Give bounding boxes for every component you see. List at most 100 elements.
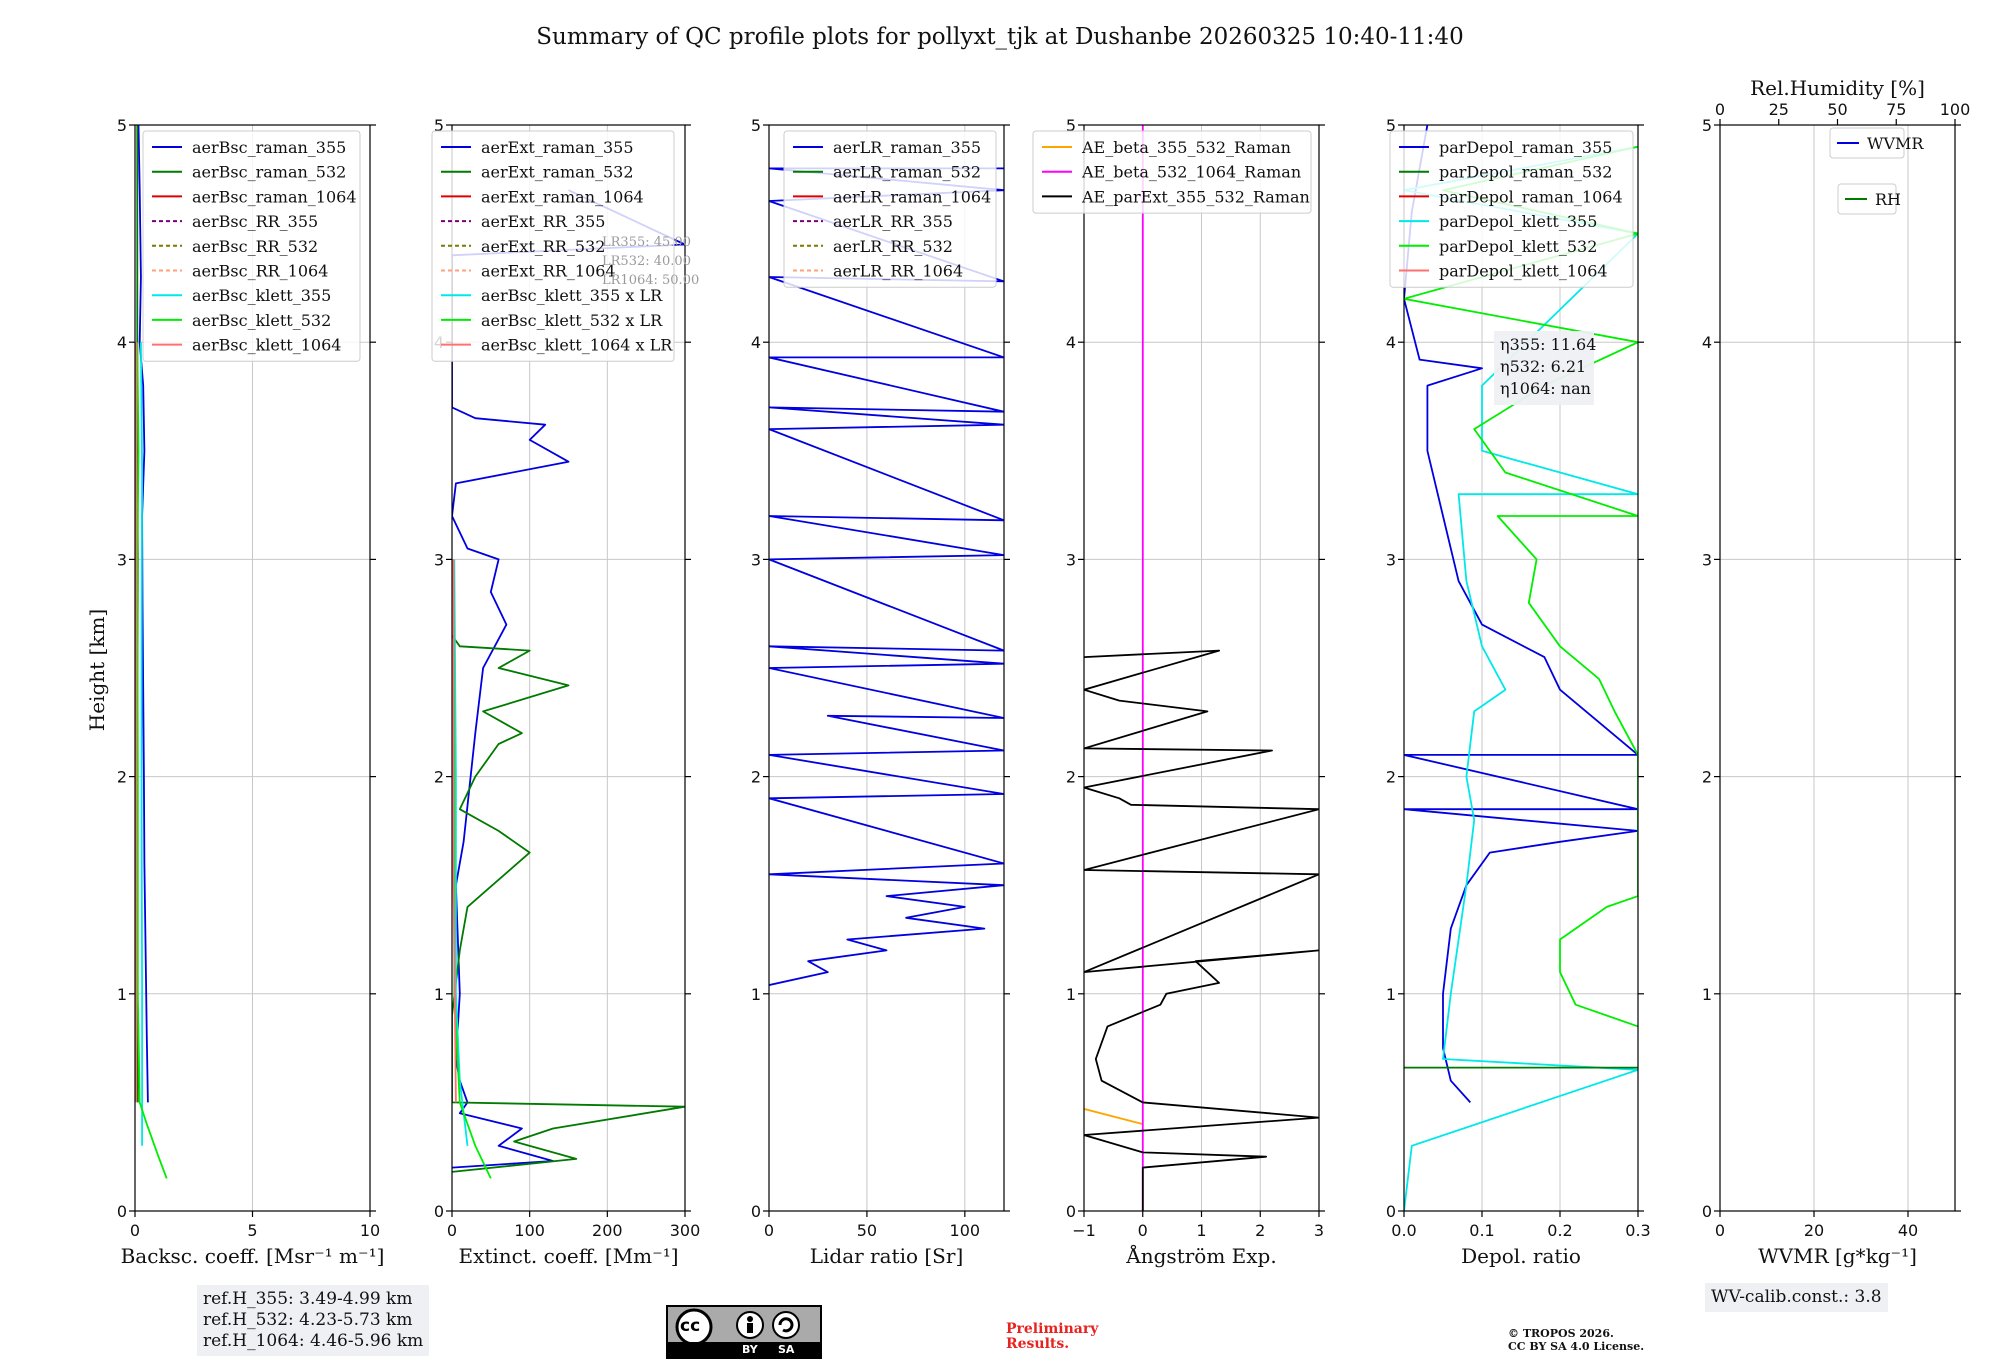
panel-backscatter: 0 5 10 0 1 2 3 4 5 Backsc. coeff. [Msr⁻¹ m⁻¹] aerB… <box>117 116 385 1268</box>
legend: aerExt_raman_355 aerExt_raman_532 aerExt_r… <box>431 130 675 362</box>
cc-by-text: BY <box>742 1343 758 1356</box>
legend-label: aerExt_raman_532 <box>481 163 634 182</box>
x-axis-label: Depol. ratio <box>1461 1244 1581 1268</box>
y-tick-label: 4 <box>1386 333 1396 352</box>
legend-label: aerExt_raman_355 <box>481 138 634 157</box>
y-tick-label: 5 <box>1702 116 1712 135</box>
series-parDepol_klett_355 <box>1404 145 1638 1211</box>
legend-label: aerExt_RR_355 <box>481 212 605 231</box>
series-AE_beta_355_532_Raman <box>1084 1108 1144 1125</box>
preliminary-label: Preliminary Results. <box>1006 1322 1098 1352</box>
x-axis-label: Extinct. coeff. [Mm⁻¹] <box>458 1244 678 1268</box>
series-group <box>452 189 685 1179</box>
legend-label: parDepol_raman_355 <box>1439 138 1612 157</box>
x-tick-label: 40 <box>1898 1221 1918 1240</box>
top-x-tick-label: 100 <box>1940 100 1971 119</box>
x-tick-label: 5 <box>247 1221 257 1240</box>
top-x-tick-label: 25 <box>1769 100 1789 119</box>
legend-label: aerBsc_klett_532 <box>192 311 331 330</box>
cc-license-badge: cc BY SA <box>666 1305 822 1359</box>
legend-label: aerBsc_RR_355 <box>192 212 318 231</box>
legend-label: aerBsc_klett_355 x LR <box>481 286 663 305</box>
series-AE_parExt_355_532_Raman <box>1084 649 1319 1211</box>
y-tick-label: 0 <box>751 1202 761 1221</box>
y-tick-label: 5 <box>1066 116 1076 135</box>
series-aerBsc_klett_532 <box>136 342 168 1179</box>
eta-annotation: η355: 11.64 <box>1500 335 1596 354</box>
y-tick-label: 4 <box>751 333 761 352</box>
y-tick-label: 0 <box>1386 1202 1396 1221</box>
x-tick-label: −1 <box>1072 1221 1096 1240</box>
legend-label: aerLR_raman_355 <box>833 138 981 157</box>
plot-frame <box>1403 124 1639 1212</box>
series-aerBsc_klett_355 <box>140 342 144 1146</box>
y-tick-label: 5 <box>751 116 761 135</box>
legend: parDepol_raman_355 parDepol_raman_532 parD… <box>1389 130 1634 288</box>
legend-label: aerBsc_klett_532 x LR <box>481 311 663 330</box>
legend-label: aerBsc_raman_532 <box>192 163 346 182</box>
legend-label: aerBsc_raman_355 <box>192 138 346 157</box>
figure-title: Summary of QC profile plots for pollyxt_… <box>536 24 1463 50</box>
legend-label: aerBsc_raman_1064 <box>192 187 357 206</box>
series-group <box>1084 125 1319 1211</box>
x-tick-label: 100 <box>950 1221 981 1240</box>
legend-box <box>142 130 361 362</box>
plot-frame <box>1719 124 1956 1212</box>
eta-annotation: η532: 6.21 <box>1500 357 1586 376</box>
legend-label: aerLR_raman_532 <box>833 163 981 182</box>
series-aerLR_raman_355 <box>769 167 1004 986</box>
refh-532: ref.H_532: 4.23-5.73 km <box>203 1310 413 1330</box>
refh-355: ref.H_355: 3.49-4.99 km <box>203 1289 413 1309</box>
panel-water_vapor: 0 20 40 0 1 2 3 4 5 WVMR [g*kg⁻¹] 0 25 50 75 100 Rel.Hu… <box>1702 76 1970 1268</box>
reference-height-box: ref.H_355: 3.49-4.99 km ref.H_532: 4.23-… <box>197 1285 430 1356</box>
x-tick-label: 0 <box>130 1221 140 1240</box>
x-tick-label: 0 <box>1715 1221 1725 1240</box>
refh-1064: ref.H_1064: 4.46-5.96 km <box>203 1331 424 1351</box>
legend-label: aerBsc_RR_1064 <box>192 262 328 281</box>
x-tick-label: 100 <box>514 1221 545 1240</box>
y-tick-label: 4 <box>117 333 127 352</box>
x-tick-label: 300 <box>670 1221 701 1240</box>
series-aerBsc_klett_1064 x LR <box>452 559 457 1103</box>
legend: aerBsc_raman_355 aerBsc_raman_532 aerBsc_r… <box>142 130 361 362</box>
y-tick-label: 0 <box>434 1202 444 1221</box>
y-tick-label: 5 <box>1386 116 1396 135</box>
y-tick-label: 2 <box>434 768 444 787</box>
legend-label: aerLR_raman_1064 <box>833 187 991 206</box>
legend-label: aerLR_RR_532 <box>833 237 953 256</box>
legend: aerLR_raman_355 aerLR_raman_532 aerLR_rama… <box>783 130 997 288</box>
legend-label: RH <box>1875 190 1901 209</box>
panel-extinction: 0100200300012345Extinct. coeff. [Mm⁻¹]ae… <box>431 116 701 1268</box>
legend-label: aerBsc_klett_355 <box>192 286 331 305</box>
y-tick-label: 5 <box>117 116 127 135</box>
x-tick-label: 3 <box>1314 1221 1324 1240</box>
preliminary-line-1: Preliminary <box>1006 1321 1099 1337</box>
series-parDepol_klett_532 <box>1404 145 1638 1028</box>
x-tick-label: 0 <box>764 1221 774 1240</box>
lidar-ratio-annotation: LR1064: 50.00 <box>602 273 699 288</box>
plot-frame <box>451 124 686 1212</box>
wv-calib-text: WV-calib.const.: 3.8 <box>1711 1287 1882 1307</box>
legend-label: aerBsc_klett_1064 x LR <box>481 336 673 355</box>
legend-box <box>783 130 997 288</box>
x-tick-label: 20 <box>1804 1221 1824 1240</box>
legend-box <box>1829 127 1905 159</box>
legend-box <box>1032 130 1312 214</box>
x-tick-label: 0.1 <box>1469 1221 1494 1240</box>
legend-label: aerBsc_klett_1064 <box>192 336 341 355</box>
x-axis-label: Ångström Exp. <box>1125 1243 1276 1268</box>
x-tick-label: 0.2 <box>1547 1221 1572 1240</box>
eta-box <box>1494 331 1594 405</box>
cc-sa-text: SA <box>778 1343 795 1356</box>
top-x-tick-label: 50 <box>1827 100 1847 119</box>
y-tick-label: 1 <box>434 985 444 1004</box>
lidar-ratio-annotation: LR532: 40.00 <box>602 254 691 269</box>
x-tick-label: 200 <box>592 1221 623 1240</box>
y-tick-label: 3 <box>1066 550 1076 569</box>
copyright-line-1: © TROPOS 2026. <box>1508 1327 1614 1340</box>
y-tick-label: 1 <box>751 985 761 1004</box>
series-group <box>135 125 168 1179</box>
top-axis-label: Rel.Humidity [%] <box>1750 76 1925 100</box>
